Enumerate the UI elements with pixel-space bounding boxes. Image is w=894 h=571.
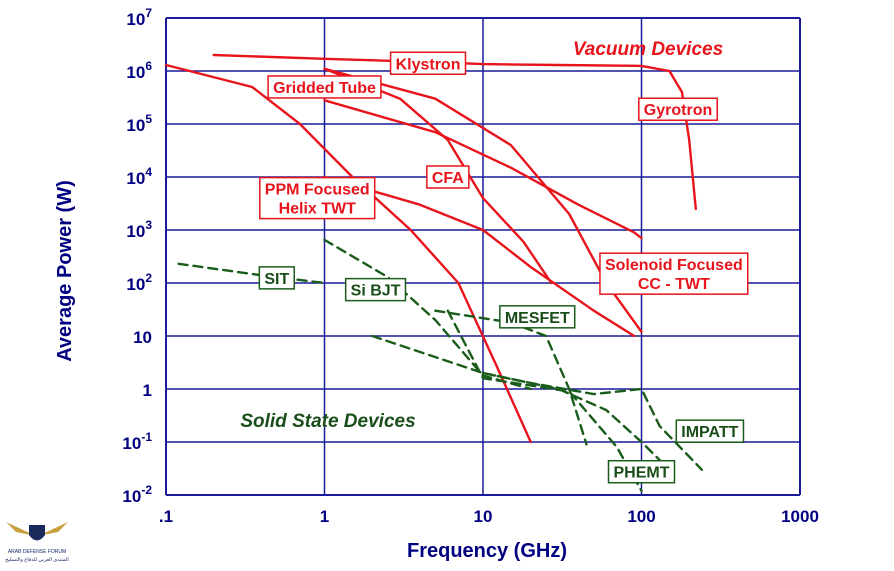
- watermark-shield: [29, 525, 45, 541]
- series-line-impatt: [371, 334, 671, 471]
- y-tick-label: 103: [126, 218, 152, 241]
- y-tick-label: 105: [126, 112, 152, 135]
- label-box: [599, 252, 749, 295]
- label-text: PHEMT: [614, 465, 670, 482]
- series-label-ppm-focused-helix-twt: PPM Focused Helix TWT: [259, 176, 376, 220]
- y-tick-label: 106: [126, 59, 152, 82]
- watermark-logo: ARAB DEFENSE FORUM المنتدى العربي للدفاع…: [5, 522, 69, 563]
- x-axis-title: Frequency (GHz): [407, 540, 567, 562]
- series-label-sit: SIT: [258, 266, 295, 290]
- x-tick-label: 1: [320, 507, 329, 526]
- tick-layer: .1 1 10 100 100010710610510410310210110-110-…: [122, 6, 819, 526]
- label-box: [344, 277, 407, 302]
- series-label-solenoid-focused-cc-twt: Solenoid Focused CC - TWT: [599, 252, 749, 295]
- x-tick-label: 100: [627, 507, 655, 526]
- y-tick-label: 1: [143, 381, 152, 400]
- y-tick-label: 10-1: [122, 430, 152, 453]
- y-tick-label: 10: [133, 328, 152, 347]
- label-box: [638, 97, 719, 121]
- x-tick-label: 1000: [781, 507, 819, 526]
- label-layer: Gridded Tube Klystron Gyrotron CFA PPM Focus…: [258, 51, 749, 484]
- series-line-phemt: [481, 371, 703, 471]
- label-box: [259, 176, 376, 220]
- y-axis-title: Average Power (W): [54, 180, 76, 362]
- label-text: Si BJT: [351, 283, 401, 300]
- label-box: [675, 419, 745, 443]
- label-box: [389, 51, 467, 76]
- label-text: MESFET: [505, 310, 570, 327]
- label-text: Solenoid Focused: [605, 257, 743, 274]
- label-text: PPM Focused: [265, 182, 370, 199]
- label-box: [267, 75, 382, 99]
- watermark-text-2: المنتدى العربي للدفاع والتسليح: [5, 557, 69, 563]
- x-tick-label: 10: [474, 507, 493, 526]
- watermark-wing-right: [38, 522, 68, 536]
- series-line-klystron: [212, 53, 671, 73]
- series-label-phemt: PHEMT: [607, 459, 676, 484]
- label-text: Helix TWT: [279, 201, 357, 218]
- series-label-impatt: IMPATT: [675, 419, 745, 443]
- series-label-klystron: Klystron: [389, 51, 467, 76]
- y-tick-label: 107: [126, 6, 152, 29]
- label-text: CC - TWT: [638, 276, 710, 293]
- label-text: Klystron: [396, 56, 461, 73]
- y-tick-label: 104: [126, 165, 152, 188]
- watermark-text-1: ARAB DEFENSE FORUM: [8, 549, 66, 555]
- series-line-mesfet-lower: [446, 309, 643, 492]
- annotation-vacuum-devices: Vacuum Devices: [573, 39, 723, 60]
- watermark-wing-left: [6, 522, 36, 536]
- label-text: Gyrotron: [644, 102, 712, 119]
- label-box: [499, 305, 576, 329]
- series-label-cfa: CFA: [426, 165, 470, 189]
- series-label-si-bjt: Si BJT: [344, 277, 407, 302]
- label-text: IMPATT: [681, 424, 738, 441]
- label-text: SIT: [264, 271, 289, 288]
- y-tick-label: 102: [126, 271, 152, 294]
- label-text: Gridded Tube: [273, 80, 376, 97]
- y-tick-label: 10-2: [122, 483, 152, 506]
- series-line-gridded-tube: [164, 63, 532, 444]
- series-line-ppm-focused-helix-twt: [323, 175, 636, 338]
- series-label-mesfet: MESFET: [499, 305, 576, 329]
- label-box: [258, 266, 295, 290]
- series-line-mesfet: [434, 309, 588, 446]
- series-label-gridded-tube: Gridded Tube: [267, 75, 382, 99]
- series-label-gyrotron: Gyrotron: [638, 97, 719, 121]
- label-text: CFA: [432, 170, 464, 187]
- label-box: [426, 165, 470, 189]
- x-tick-label: .1: [159, 507, 173, 526]
- annotation-solid-state-devices: Solid State Devices: [240, 411, 415, 432]
- label-box: [607, 459, 676, 484]
